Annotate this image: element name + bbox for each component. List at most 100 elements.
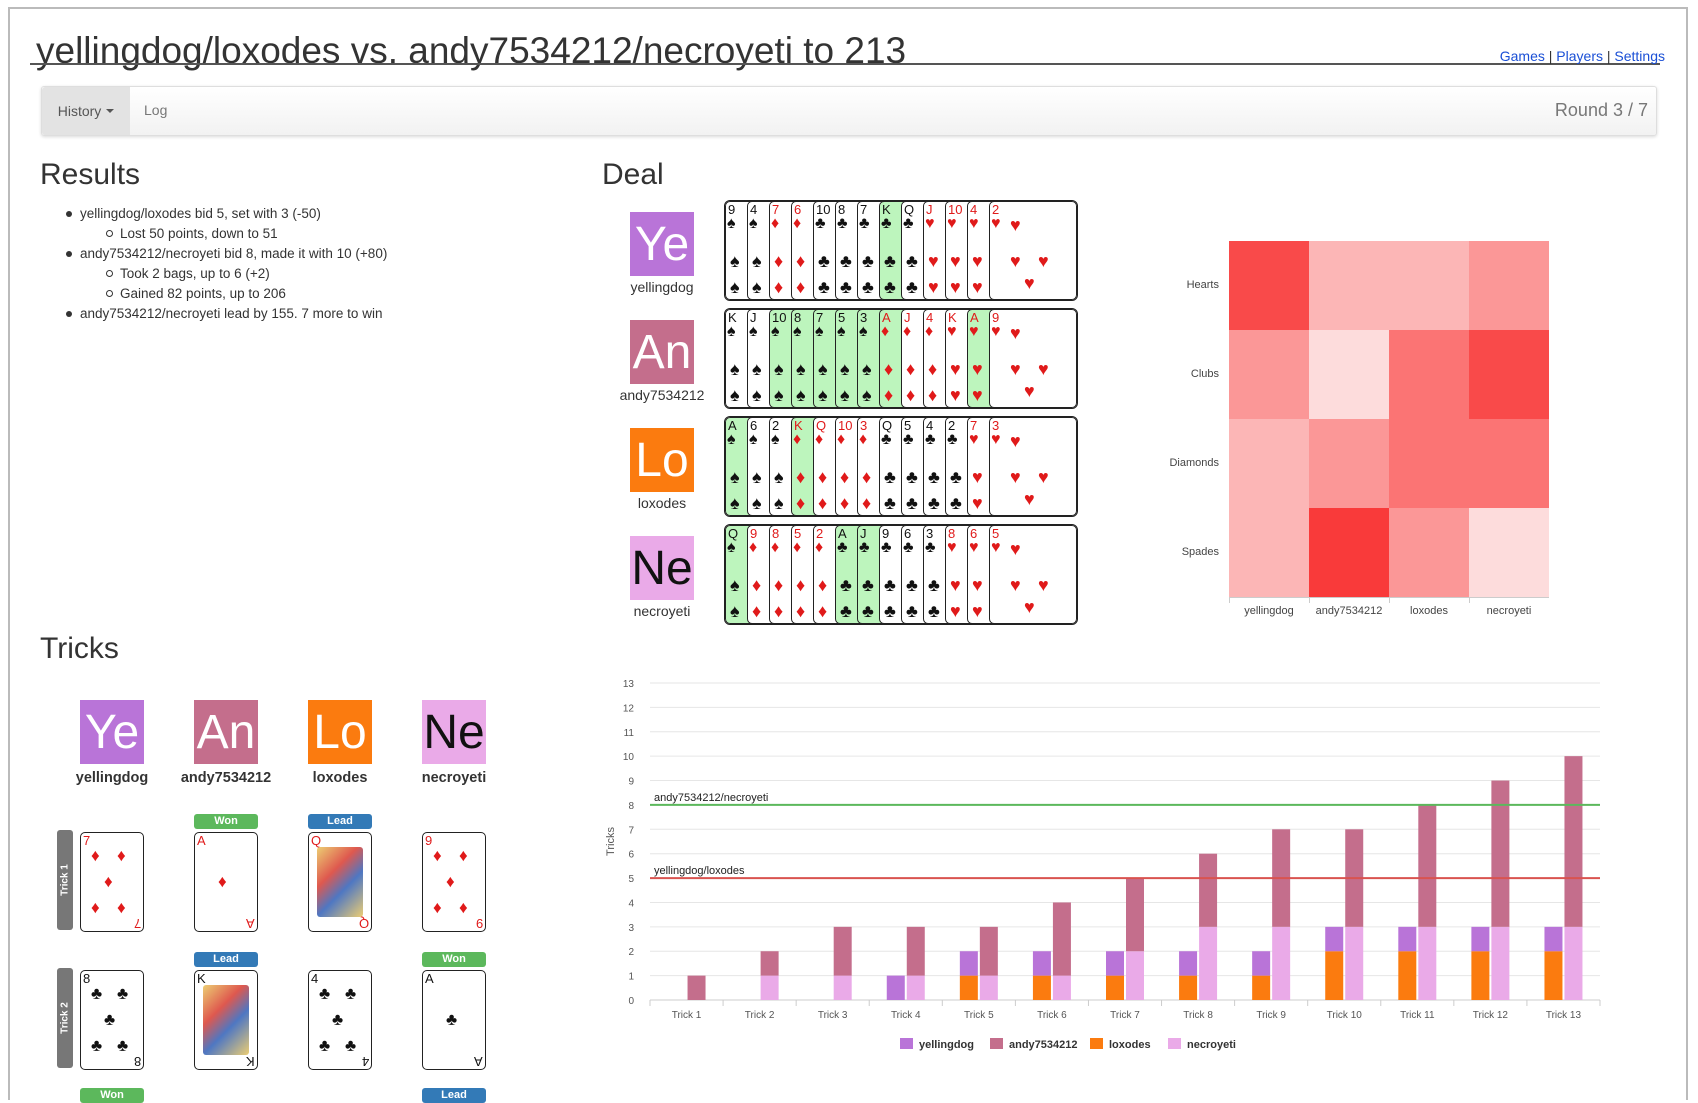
suit-icon: ♣ [881, 539, 892, 556]
suit-icon: ♠ [771, 431, 780, 448]
suit-icon: ♣ [906, 575, 918, 595]
suit-icon: ♥ [947, 323, 957, 340]
suit-icon: ♣ [815, 215, 826, 232]
trick-card[interactable]: 7 7 ♦ ♦ ♦ ♦ ♦ [80, 832, 144, 932]
bar-segment [760, 975, 779, 1000]
playing-card[interactable]: 3 ♥ ♥ ♥ ♥ ♥ [989, 417, 1077, 516]
trick-card[interactable]: A A ♦ [194, 832, 258, 932]
players-link[interactable]: Players [1556, 48, 1603, 64]
log-tab[interactable]: Log [144, 102, 168, 118]
history-dropdown[interactable]: History [42, 87, 130, 135]
heatmap-cell [1309, 330, 1389, 419]
legend-label: loxodes [1109, 1039, 1151, 1051]
legend-swatch [1168, 1038, 1181, 1049]
heatmap-col-label: necroyeti [1486, 605, 1532, 617]
suit-icon: ♥ [1024, 597, 1035, 617]
suit-icon: ♣ [906, 601, 918, 621]
suit-icon: ♣ [903, 215, 914, 232]
suit-icon: ♣ [903, 539, 914, 556]
suit-icon: ♣ [947, 431, 958, 448]
trick-label-tab: Trick 2 [57, 968, 73, 1068]
trick-card[interactable]: 9 9 ♦ ♦ ♦ ♦ ♦ [422, 832, 486, 932]
suit-icon: ♦ [117, 846, 126, 865]
bar-segment [1325, 926, 1344, 952]
suit-icon: ♥ [1038, 359, 1049, 379]
suit-icon: ♠ [815, 323, 824, 340]
suit-icon: ♦ [749, 539, 758, 556]
x-tick-label: Trick 3 [818, 1010, 848, 1021]
settings-link[interactable]: Settings [1614, 48, 1665, 64]
won-badge: Won [422, 952, 486, 967]
bar-segment [1471, 951, 1490, 1000]
suit-icon: ♣ [117, 984, 129, 1003]
bar-segment [1179, 975, 1198, 1000]
suit-icon: ♥ [972, 601, 983, 621]
x-tick-label: Trick 11 [1400, 1010, 1435, 1021]
suit-icon: ♣ [884, 467, 896, 487]
x-tick-label: Trick 4 [891, 1010, 921, 1021]
suit-icon: ♣ [928, 467, 940, 487]
card-rank: 9 [992, 310, 1000, 325]
bar-segment [1325, 951, 1344, 1000]
heatmap-cell [1229, 241, 1309, 330]
suit-icon: ♠ [837, 323, 846, 340]
suit-icon: ♦ [91, 846, 100, 865]
suit-icon: ♦ [774, 601, 784, 621]
suit-icon: ♣ [862, 251, 874, 271]
trick-card[interactable]: 4 4 ♣ ♣ ♣ ♣ ♣ [308, 970, 372, 1070]
suit-icon: ♦ [752, 575, 762, 595]
trick-card[interactable]: A A ♣ [422, 970, 486, 1070]
bar-segment [1544, 951, 1563, 1000]
x-tick-label: Trick 2 [745, 1010, 775, 1021]
suit-icon: ♠ [730, 385, 740, 405]
suit-icon: ♥ [972, 575, 983, 595]
bar-segment [1418, 926, 1437, 1000]
suit-icon: ♥ [1010, 359, 1021, 379]
card-rank: J [904, 310, 911, 325]
playing-card[interactable]: 2 ♥ ♥ ♥ ♥ ♥ [989, 201, 1077, 300]
card-rank: 3 [926, 526, 934, 541]
suit-icon: ♥ [991, 431, 1001, 448]
playing-card[interactable]: 5 ♥ ♥ ♥ ♥ ♥ [989, 525, 1077, 624]
suit-icon: ♥ [972, 467, 983, 487]
suit-icon: ♦ [862, 493, 872, 513]
y-tick-label: 5 [628, 874, 634, 885]
y-tick-label: 9 [628, 777, 634, 788]
heatmap-tick [1229, 597, 1230, 603]
card-rank: Q [816, 418, 827, 433]
suit-icon: ♠ [752, 359, 762, 379]
heatmap-col-label: andy7534212 [1315, 605, 1383, 617]
suit-icon: ♦ [793, 215, 802, 232]
card-rank: 10 [772, 310, 787, 325]
games-link[interactable]: Games [1499, 48, 1545, 64]
player-hand: A ♠ ♠ ♠ 6 ♠ ♠ ♠ 2 ♠ ♠ ♠ K ♦ ♦ ♦ Q ♦ ♦ ♦ 10 ♦ ♦ ♦ 3 ♦ ♦ ♦ Q ♣ ♣ ♣ 5 ♣ ♣ ♣ 4 ♣ ♣… [724, 416, 1078, 517]
suit-icon: ♥ [972, 277, 983, 297]
suit-icon: ♥ [991, 323, 1001, 340]
card-rank: Q [358, 916, 369, 931]
card-rank: 2 [992, 202, 1000, 217]
playing-card[interactable]: 9 ♥ ♥ ♥ ♥ ♥ [989, 309, 1077, 408]
suit-icon: ♠ [727, 431, 736, 448]
suit-icon: ♣ [903, 431, 914, 448]
suit-icon: ♥ [991, 539, 1001, 556]
bar-segment [833, 975, 852, 1000]
suit-icon: ♠ [796, 385, 806, 405]
suit-icon: ♦ [774, 251, 784, 271]
card-rank: 10 [948, 202, 963, 217]
history-label: History [57, 103, 102, 119]
legend-label: necroyeti [1187, 1039, 1236, 1051]
card-rank: 6 [970, 526, 978, 541]
bid-line-label: yellingdog/loxodes [654, 865, 745, 877]
trick-card[interactable]: 8 8 ♣ ♣ ♣ ♣ ♣ [80, 970, 144, 1070]
suit-icon: ♥ [1038, 575, 1049, 595]
bar-segment [1126, 951, 1144, 1000]
y-tick-label: 4 [628, 898, 634, 909]
card-rank: 9 [750, 526, 758, 541]
suit-icon: ♦ [862, 467, 872, 487]
suit-icon: ♦ [906, 385, 916, 405]
heatmap-tick [1389, 597, 1390, 603]
card-rank: 4 [311, 971, 319, 986]
